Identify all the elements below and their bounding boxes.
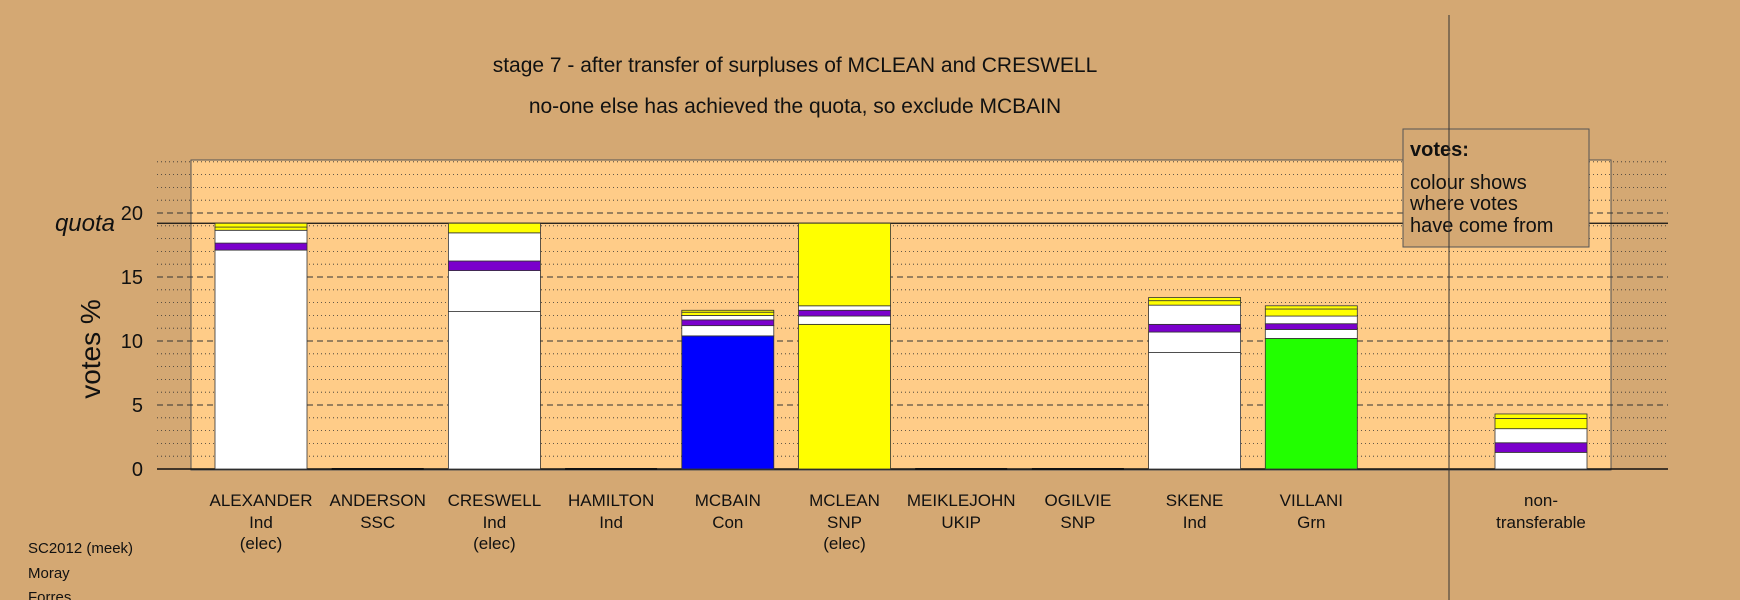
bar-segment-skene xyxy=(1148,300,1241,306)
candidate-status: (elec) xyxy=(473,534,516,553)
y-tick-label: 20 xyxy=(121,203,143,225)
bar-segment-villani xyxy=(1264,305,1358,310)
bar-segment-creswell xyxy=(447,260,541,272)
candidate-name: VILLANI xyxy=(1280,491,1343,510)
bar-segment-villani xyxy=(1264,323,1358,330)
bar-segment-mclean xyxy=(798,315,891,325)
candidate-name: HAMILTON xyxy=(568,491,654,510)
footer-line-1: SC2012 (meek) xyxy=(28,540,133,557)
footer-line-2: Moray xyxy=(28,565,70,582)
y-axis-ticks: 0 5 10 15 20 xyxy=(121,203,143,481)
bar-segment-nontransferable xyxy=(1494,413,1588,419)
candidate-party: SNP xyxy=(827,513,862,532)
candidate-party: Ind xyxy=(483,513,507,532)
bar-segment-mcbain xyxy=(681,335,775,470)
bar-segment-skene xyxy=(1148,323,1241,333)
bar-segment-nontransferable xyxy=(1494,428,1588,444)
bar-segment-alexander xyxy=(214,226,308,231)
bar-segment-alexander xyxy=(214,229,308,244)
bar-segment-mcbain xyxy=(681,309,775,313)
legend-line-3: have come from xyxy=(1410,215,1553,237)
candidate-name: MCLEAN xyxy=(809,491,880,510)
bar-segment-skene xyxy=(1148,352,1241,470)
candidate-party: Ind xyxy=(1183,513,1207,532)
candidate-party: SNP xyxy=(1060,513,1095,532)
candidate-status: (elec) xyxy=(823,534,866,553)
candidate-party: Grn xyxy=(1297,513,1325,532)
candidate-party: Con xyxy=(712,513,743,532)
bar-segment-nontransferable xyxy=(1494,442,1588,453)
quota-label: quota xyxy=(55,210,115,237)
bar-segment-skene xyxy=(1148,297,1241,302)
chart-title: stage 7 - after transfer of surpluses of… xyxy=(493,54,1098,77)
bar-segment-villani xyxy=(1264,308,1358,317)
chart-subtitle: no-one else has achieved the quota, so e… xyxy=(529,95,1061,118)
y-tick-label: 5 xyxy=(132,395,143,417)
bar-segment-skene xyxy=(1148,304,1241,325)
legend-line-2: where votes xyxy=(1409,193,1518,215)
bar-segment-villani xyxy=(1264,315,1358,325)
candidate-name: ANDERSON xyxy=(330,491,426,510)
candidate-party: SSC xyxy=(360,513,395,532)
bar-segment-creswell xyxy=(447,232,541,262)
bar-segment-villani xyxy=(1264,329,1358,339)
y-axis-label: votes % xyxy=(75,299,106,399)
bars xyxy=(214,222,1588,470)
bar-segment-mcbain xyxy=(681,311,775,316)
bar-segment-skene xyxy=(1148,331,1241,353)
candidate-party: UKIP xyxy=(941,513,981,532)
footer-line-3: Forres xyxy=(28,589,71,600)
legend: votes: colour shows where votes have com… xyxy=(1402,128,1590,248)
bar-segment-alexander xyxy=(214,249,308,470)
bar-segment-nontransferable xyxy=(1494,451,1588,470)
bar-segment-mclean xyxy=(798,305,891,311)
candidate-name: OGILVIE xyxy=(1045,491,1112,510)
bar-segment-mclean xyxy=(798,309,891,317)
bar-segment-mcbain xyxy=(681,325,775,337)
y-tick-label: 0 xyxy=(132,459,143,481)
nontransferable-label: transferable xyxy=(1496,513,1586,532)
bar-segment-villani xyxy=(1264,338,1358,470)
y-tick-label: 15 xyxy=(121,267,143,289)
candidate-status: (elec) xyxy=(240,534,283,553)
candidate-name: SKENE xyxy=(1166,491,1224,510)
candidate-party: Ind xyxy=(599,513,623,532)
bar-segment-creswell xyxy=(447,222,541,234)
candidate-party: Ind xyxy=(249,513,273,532)
candidate-name: ALEXANDER xyxy=(210,491,313,510)
bar-segment-alexander xyxy=(214,222,308,228)
bar-segment-nontransferable xyxy=(1494,418,1588,430)
bar-segment-creswell xyxy=(447,270,541,312)
candidate-labels: ALEXANDER Ind (elec) ANDERSON SSC CRESWELL Ind… xyxy=(210,491,1586,553)
candidate-name: MCBAIN xyxy=(695,491,761,510)
bar-segment-mclean xyxy=(798,323,891,470)
bar-segment-mcbain xyxy=(681,314,775,321)
candidate-name: MEIKLEJOHN xyxy=(907,491,1016,510)
bar-segment-mclean xyxy=(798,222,891,307)
legend-line-1: colour shows xyxy=(1410,172,1527,194)
legend-title: votes: xyxy=(1410,139,1469,161)
bar-segment-alexander xyxy=(214,242,308,251)
nontransferable-label: non- xyxy=(1524,491,1558,510)
y-tick-label: 10 xyxy=(121,331,143,353)
bar-segment-creswell xyxy=(447,311,541,470)
bar-segment-mcbain xyxy=(681,319,775,327)
candidate-name: CRESWELL xyxy=(448,491,542,510)
legend-box xyxy=(1402,128,1590,248)
